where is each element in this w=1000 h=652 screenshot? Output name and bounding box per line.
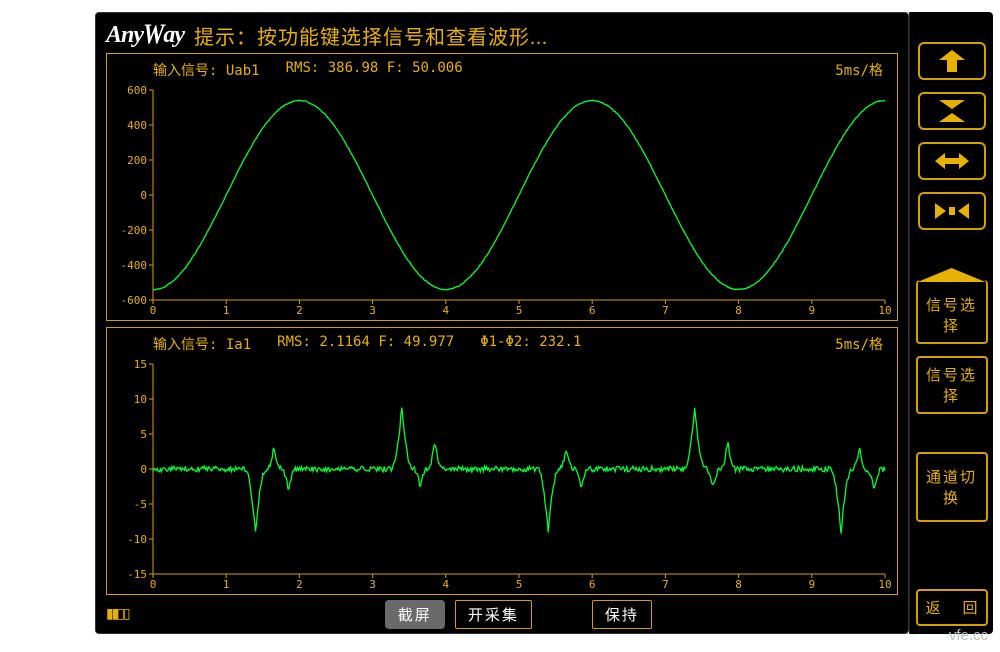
chart2-rms: RMS: 2.1164 F: 49.977 [277, 334, 454, 354]
svg-text:400: 400 [127, 119, 147, 132]
back-label-1: 返 [926, 597, 941, 618]
hint-body: 按功能键选择信号和查看波形... [257, 27, 548, 49]
svg-text:3: 3 [369, 304, 376, 317]
signal-select-button[interactable]: 信号选择 [916, 356, 988, 414]
svg-text:5: 5 [140, 428, 147, 441]
vert-expand-button[interactable] [918, 42, 986, 80]
hint-prefix: 提示： [194, 27, 257, 49]
channel-switch-button[interactable]: 通道切换 [916, 452, 988, 522]
svg-text:6: 6 [589, 304, 596, 317]
svg-text:0: 0 [140, 189, 147, 202]
svg-text:10: 10 [878, 578, 891, 591]
svg-text:4: 4 [442, 304, 449, 317]
chart1-signal: 输入信号: Uab1 [153, 60, 260, 80]
charts-area: 输入信号: Uab1 RMS: 386.98 F: 50.006 5ms/格 -… [106, 53, 898, 595]
svg-text:15: 15 [134, 358, 147, 371]
chart2-signal: 输入信号: Ia1 [153, 334, 251, 354]
bottom-bar: ▮◧▯ 截屏 开采集 保持 [106, 595, 898, 627]
svg-text:9: 9 [808, 578, 815, 591]
svg-text:5: 5 [516, 578, 523, 591]
svg-text:0: 0 [150, 304, 157, 317]
hint-text: 提示：按功能键选择信号和查看波形... [194, 21, 548, 50]
vert-compress-button[interactable] [918, 92, 986, 130]
back-label-2: 回 [962, 597, 977, 618]
device-icon: ▮◧▯ [106, 606, 129, 623]
back-button[interactable]: 返 回 [916, 589, 988, 626]
chart2-timebase: 5ms/格 [835, 334, 883, 354]
svg-text:-5: -5 [134, 498, 147, 511]
svg-text:10: 10 [134, 393, 147, 406]
chart-2: 输入信号: Ia1 RMS: 2.1164 F: 49.977 Φ1-Φ2: 2… [106, 327, 898, 595]
chart-2-info: 输入信号: Ia1 RMS: 2.1164 F: 49.977 Φ1-Φ2: 2… [113, 332, 891, 358]
header: AnyWay 提示：按功能键选择信号和查看波形... [106, 21, 898, 49]
svg-text:7: 7 [662, 578, 669, 591]
chart-2-plot[interactable]: -15 -10 -5 0 5 10 15 0 1 2 3 4 5 6 7 8 9 10 [113, 358, 891, 592]
svg-text:600: 600 [127, 84, 147, 97]
svg-text:10: 10 [878, 304, 891, 317]
chart1-timebase: 5ms/格 [835, 60, 883, 80]
main-panel: AnyWay 提示：按功能键选择信号和查看波形... 输入信号: Uab1 RM… [95, 12, 909, 634]
svg-text:0: 0 [150, 578, 157, 591]
svg-text:2: 2 [296, 304, 303, 317]
horiz-expand-button[interactable] [918, 142, 986, 180]
svg-text:-600: -600 [121, 294, 148, 307]
watermark: vfe.cc [949, 627, 988, 644]
signal-select-up-button[interactable]: 信号选择 [916, 280, 988, 344]
svg-text:6: 6 [589, 578, 596, 591]
svg-text:1: 1 [223, 304, 230, 317]
svg-text:2: 2 [296, 578, 303, 591]
svg-text:9: 9 [808, 304, 815, 317]
svg-text:4: 4 [442, 578, 449, 591]
chart-1-plot[interactable]: -600 -400 -200 0 200 400 600 0 1 2 3 4 5 6 7 8 9 10 [113, 84, 891, 318]
svg-text:-15: -15 [127, 568, 147, 581]
svg-text:3: 3 [369, 578, 376, 591]
svg-text:-400: -400 [121, 259, 148, 272]
svg-text:8: 8 [735, 578, 742, 591]
svg-text:200: 200 [127, 154, 147, 167]
svg-text:-10: -10 [127, 533, 147, 546]
svg-text:0: 0 [140, 463, 147, 476]
brand-logo: AnyWay [106, 22, 184, 49]
svg-text:7: 7 [662, 304, 669, 317]
chart2-phi: Φ1-Φ2: 232.1 [480, 334, 581, 354]
chart-1: 输入信号: Uab1 RMS: 386.98 F: 50.006 5ms/格 -… [106, 53, 898, 321]
side-panel: 信号选择 信号选择 通道切换 返 回 [909, 12, 993, 634]
start-collect-button[interactable]: 开采集 [455, 600, 532, 629]
chart-1-info: 输入信号: Uab1 RMS: 386.98 F: 50.006 5ms/格 [113, 58, 891, 84]
horiz-compress-button[interactable] [918, 192, 986, 230]
svg-text:5: 5 [516, 304, 523, 317]
svg-text:-200: -200 [121, 224, 148, 237]
svg-text:1: 1 [223, 578, 230, 591]
chart1-rms: RMS: 386.98 F: 50.006 [286, 60, 463, 80]
hold-button[interactable]: 保持 [592, 600, 652, 629]
svg-text:8: 8 [735, 304, 742, 317]
screenshot-button[interactable]: 截屏 [385, 600, 445, 629]
